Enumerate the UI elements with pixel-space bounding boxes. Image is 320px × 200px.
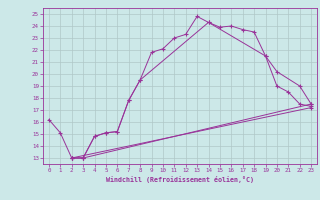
X-axis label: Windchill (Refroidissement éolien,°C): Windchill (Refroidissement éolien,°C) [106, 176, 254, 183]
